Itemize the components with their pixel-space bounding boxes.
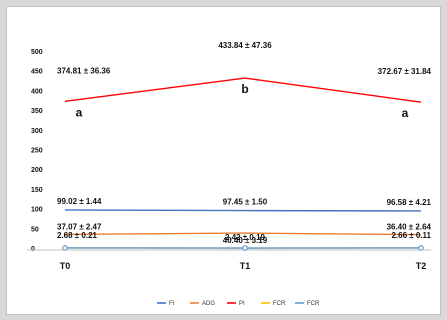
- y-tick-label-6: 300: [31, 128, 43, 135]
- significance-letter-T0: a: [76, 105, 83, 119]
- y-tick-label-1: 50: [31, 226, 39, 233]
- data-label-fi-T1: 97.45 ± 1.50: [223, 198, 268, 207]
- series-line-pi-2: [64, 77, 422, 103]
- x-axis-ticks: T0 T1 T2: [60, 261, 427, 271]
- y-tick-label-10: 500: [31, 49, 43, 56]
- point-fcr-T0: [62, 245, 68, 251]
- y-tick-label-7: 350: [31, 108, 43, 115]
- legend-label-fcr-4: FCR: [307, 301, 320, 307]
- significance-letter-T1: b: [241, 82, 248, 96]
- significance-letter-T2: a: [402, 106, 409, 120]
- series-lines: [62, 77, 424, 251]
- y-tick-label-9: 450: [31, 69, 43, 76]
- data-label-adg-T1: 40.40 ± 3.19: [223, 236, 268, 245]
- point-fcr-T2: [418, 245, 424, 251]
- data-label-fcr-T0: 2.68 ± 0.21: [57, 231, 98, 240]
- data-label-adg-T0: 37.07 ± 2.47: [57, 222, 102, 231]
- data-label-adg-T2: 36.40 ± 2.64: [387, 223, 432, 232]
- y-tick-label-4: 200: [31, 167, 43, 174]
- data-label-fcr-T2: 2.66 ± 0.11: [391, 231, 431, 240]
- data-label-fi-T0: 99.02 ± 1.44: [57, 197, 102, 206]
- y-tick-label-2: 100: [31, 207, 43, 214]
- point-fcr-T1: [242, 245, 248, 251]
- legend-label-fcr-3: FCR: [273, 301, 286, 307]
- x-tick-label-T2: T2: [416, 261, 427, 271]
- y-tick-label-5: 250: [31, 148, 43, 155]
- legend: FI ADG PI FCR FCR: [157, 301, 320, 307]
- legend-label-fi-0: FI: [169, 301, 175, 307]
- data-labels: 99.02 ± 1.44 97.45 ± 1.50 96.58 ± 4.21 37.0…: [57, 41, 432, 245]
- data-label-fi-T2: 96.58 ± 4.21: [387, 198, 432, 207]
- legend-label-pi-2: PI: [239, 301, 245, 307]
- y-axis-ticks: 050100150200250300350400450500: [31, 49, 43, 253]
- legend-label-adg-1: ADG: [202, 301, 215, 307]
- series-line-fi-0: [64, 209, 422, 212]
- x-tick-label-T0: T0: [60, 261, 71, 271]
- data-label-fcr-T1: 2.42 ± 0.19: [225, 233, 266, 242]
- data-label-pi-T1: 433.84 ± 47.36: [218, 41, 272, 50]
- x-tick-label-T1: T1: [240, 261, 251, 271]
- data-label-pi-T2: 372.67 ± 31.84: [378, 67, 432, 76]
- series-line-adg-1: [64, 232, 422, 236]
- y-tick-label-3: 150: [31, 187, 43, 194]
- data-label-pi-T0: 374.81 ± 36.36: [57, 66, 111, 75]
- y-tick-label-8: 400: [31, 88, 43, 95]
